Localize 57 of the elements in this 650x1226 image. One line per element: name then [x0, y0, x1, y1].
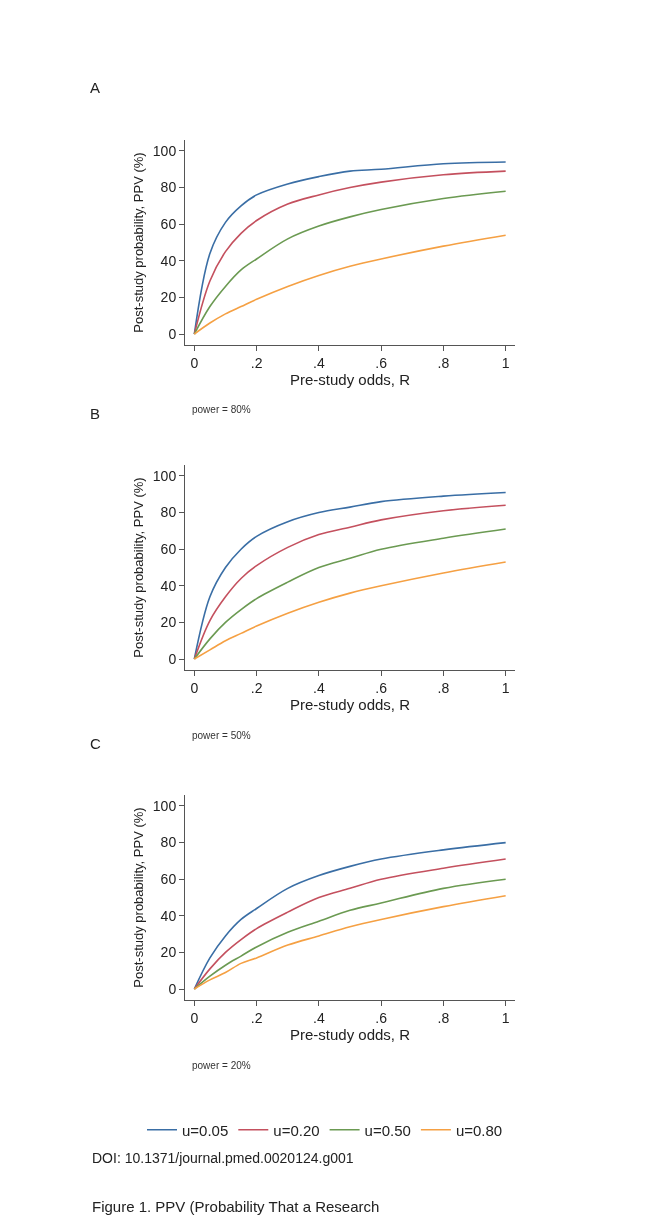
y-tick-label: 20: [160, 614, 177, 631]
line-series: [193, 561, 507, 660]
y-axis-title: Post-study probability, PPV (%): [130, 807, 146, 988]
legend-label: u=0.50: [364, 1121, 411, 1139]
text: power = 20%: [192, 1060, 251, 1071]
x-tick-label: 0: [190, 354, 199, 371]
line-series: [193, 234, 507, 335]
caption: Figure 1. PPV (Probability That a Research: [92, 1198, 380, 1215]
x-tick-label: .2: [250, 354, 263, 371]
y-tick-label: 40: [160, 577, 177, 594]
x-tick-label: .6: [375, 354, 388, 371]
y-tick-label: 20: [160, 944, 177, 961]
y-tick-label: 0: [168, 325, 177, 342]
y-tick-label: 60: [160, 216, 177, 233]
x-tick-label: .2: [250, 679, 263, 696]
text: power = 50%: [192, 730, 251, 741]
x-axis-title: Pre-study odds, R: [289, 370, 411, 388]
y-tick-label: 100: [152, 797, 177, 814]
x-tick-label: .4: [313, 679, 325, 696]
x-tick-label: 0: [190, 679, 199, 696]
chart-title: A: [90, 79, 101, 96]
y-tick-label: 20: [160, 289, 177, 306]
legend-label: u=0.20: [273, 1121, 320, 1139]
line-series: [193, 528, 507, 660]
y-axis-title: Post-study probability, PPV (%): [130, 477, 146, 658]
x-axis-title: Pre-study odds, R: [289, 695, 411, 713]
x-tick-label: .6: [375, 679, 388, 696]
x-tick-label: .2: [250, 1009, 263, 1026]
y-tick-label: 80: [160, 834, 177, 851]
y-tick-label: 80: [160, 504, 177, 521]
y-axis-title: Post-study probability, PPV (%): [130, 152, 146, 333]
y-tick-label: 0: [168, 980, 177, 997]
x-tick-label: 1: [501, 354, 510, 371]
y-tick-label: 0: [168, 650, 177, 667]
legend-label: u=0.05: [182, 1121, 229, 1139]
y-tick-label: 60: [160, 541, 177, 558]
x-tick-label: .4: [313, 1009, 325, 1026]
text: DOI: 10.1371/journal.pmed.0020124.g001: [92, 1150, 354, 1166]
x-tick-label: .4: [313, 354, 325, 371]
legend-label: u=0.80: [455, 1121, 503, 1139]
x-tick-label: .6: [375, 1009, 388, 1026]
chart-title: B: [90, 405, 101, 422]
y-tick-label: 40: [160, 907, 177, 924]
y-tick-label: 80: [160, 179, 177, 196]
y-tick-label: 40: [160, 252, 177, 269]
x-tick-label: .8: [437, 1009, 450, 1026]
x-axis-title: Pre-study odds, R: [289, 1025, 411, 1043]
y-tick-label: 100: [152, 142, 177, 159]
x-tick-label: 1: [501, 1009, 510, 1026]
y-tick-label: 60: [160, 871, 177, 888]
x-tick-label: 1: [501, 679, 510, 696]
x-tick-label: .8: [437, 679, 450, 696]
chart-title: C: [90, 735, 101, 752]
x-tick-label: 0: [190, 1009, 199, 1026]
x-tick-label: .8: [437, 354, 450, 371]
y-tick-label: 100: [152, 467, 177, 484]
text: power = 80%: [192, 404, 251, 415]
